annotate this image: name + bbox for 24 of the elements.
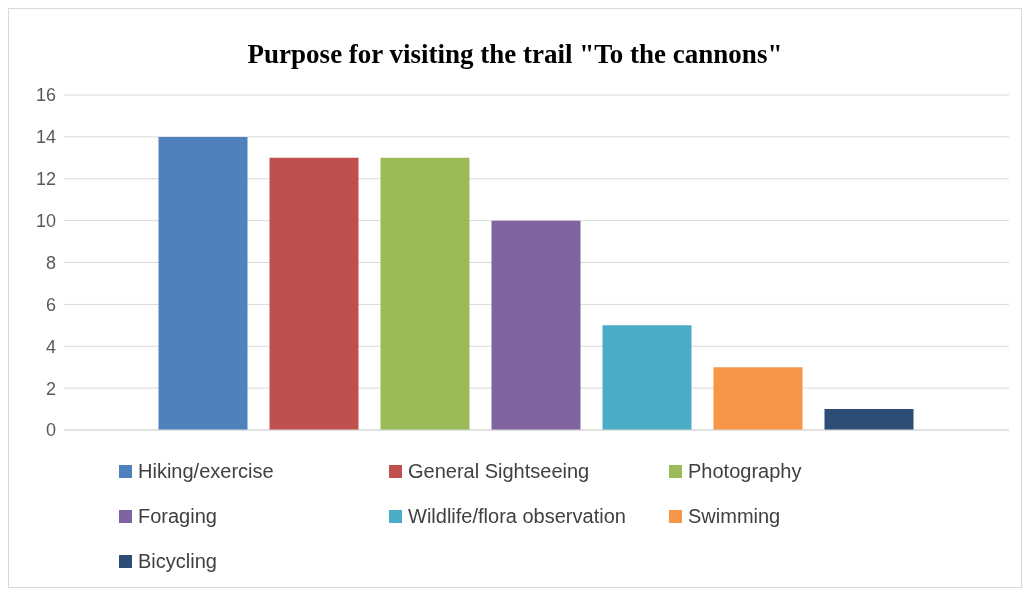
y-tick-label: 6 xyxy=(45,294,56,315)
bar xyxy=(824,409,914,430)
bar xyxy=(380,157,470,430)
bar xyxy=(713,367,803,430)
y-tick-label: 12 xyxy=(35,169,56,190)
bar xyxy=(269,157,359,430)
y-tick-label: 10 xyxy=(35,211,56,232)
bar xyxy=(491,220,581,430)
y-tick-label: 16 xyxy=(35,85,56,106)
legend-label: Wildlife/flora observation xyxy=(407,505,627,528)
legend-label: Foraging xyxy=(137,505,218,528)
legend-label: Hiking/exercise xyxy=(137,460,275,483)
y-tick-label: 0 xyxy=(45,420,56,441)
y-tick-label: 8 xyxy=(45,252,56,273)
y-tick-label: 4 xyxy=(45,336,56,357)
bar xyxy=(602,325,692,430)
legend-label: General Sightseeing xyxy=(407,460,591,483)
legend-label: Swimming xyxy=(687,505,782,528)
legend-label: Bicycling xyxy=(137,550,218,573)
bar xyxy=(158,136,248,430)
y-tick-label: 14 xyxy=(35,127,56,148)
chart-title: Purpose for visiting the trail "To the cannons" xyxy=(246,39,784,71)
legend-label: Photography xyxy=(687,460,803,483)
y-tick-label: 2 xyxy=(45,378,56,399)
